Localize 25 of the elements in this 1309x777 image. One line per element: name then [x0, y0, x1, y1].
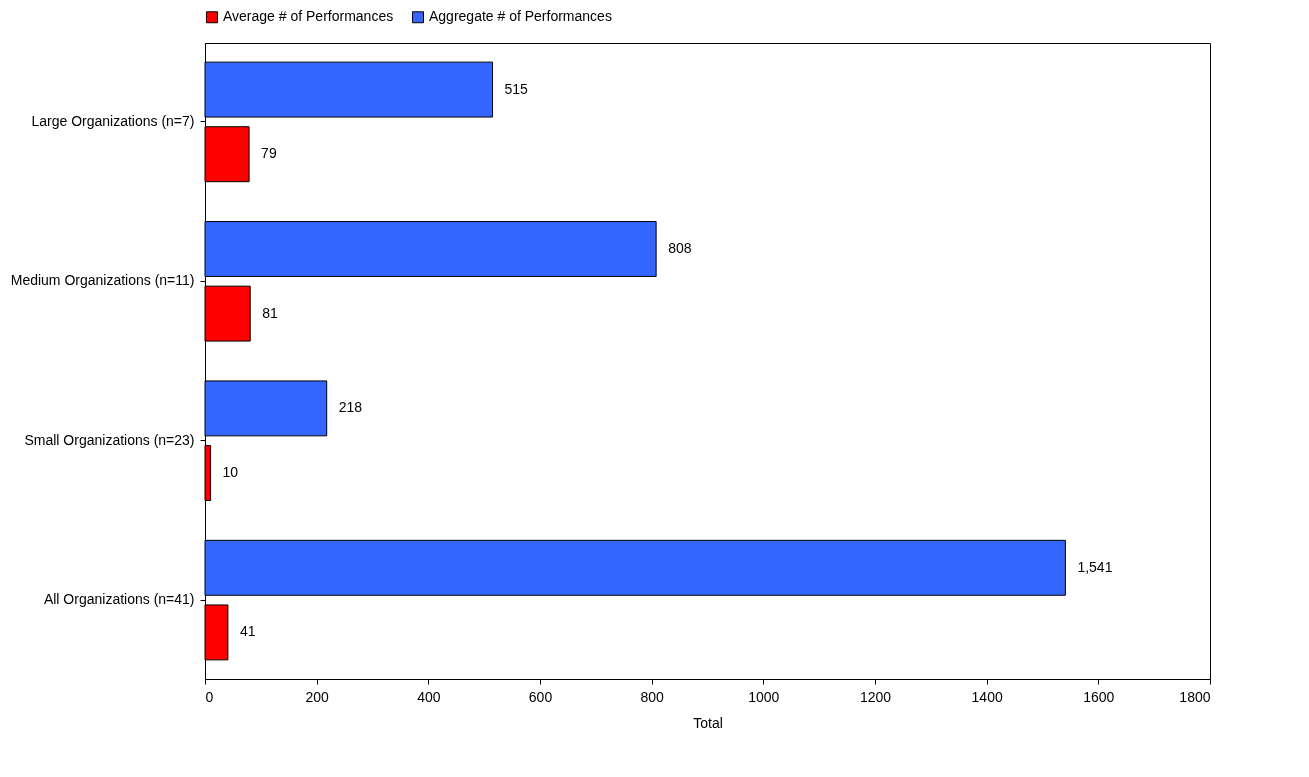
x-tick-label: 1400 [971, 688, 1003, 705]
x-tick-label: 200 [305, 688, 330, 705]
x-tick-label: 1200 [859, 688, 892, 705]
data-label: 41 [239, 623, 256, 640]
y-tick-label: Large Organizations (n=7) [31, 112, 195, 129]
data-label: 81 [262, 304, 279, 321]
x-axis-title: Total [693, 714, 723, 731]
data-label: 79 [261, 145, 277, 162]
data-label: 515 [504, 80, 529, 97]
legend-label: Average # of Performances [223, 8, 394, 25]
y-tick-label: All Organizations (n=41) [43, 591, 195, 608]
data-label: 1,541 [1077, 558, 1113, 575]
x-tick-label: 1600 [1083, 688, 1115, 705]
x-tick-label: 1000 [748, 688, 780, 705]
x-tick-label: 1800 [1179, 688, 1211, 705]
legend-label: Aggregate # of Performances [429, 8, 612, 25]
x-tick-label: 600 [528, 688, 553, 705]
x-tick-label: 0 [205, 688, 214, 705]
y-tick-label: Small Organizations (n=23) [24, 431, 195, 448]
data-label: 10 [222, 464, 239, 481]
y-tick-label: Medium Organizations (n=11) [10, 272, 195, 289]
data-label: 218 [338, 399, 363, 416]
x-tick-label: 400 [417, 688, 441, 705]
data-label: 808 [668, 239, 692, 256]
x-tick-label: 800 [640, 688, 665, 705]
